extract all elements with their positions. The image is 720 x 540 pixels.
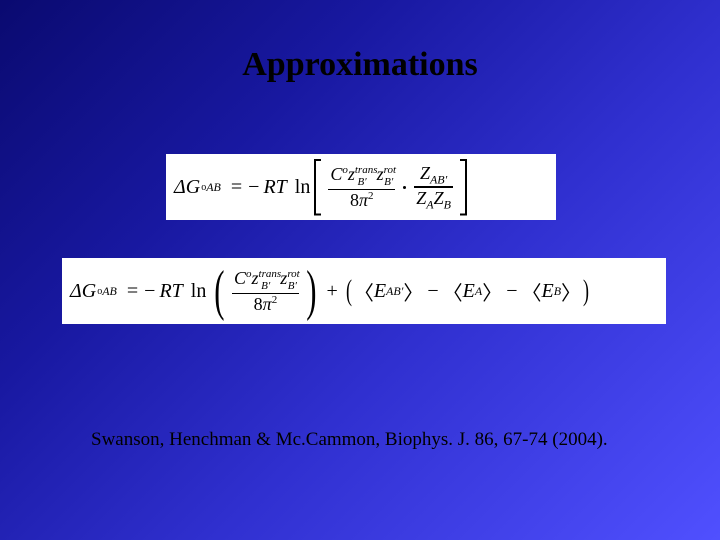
- lparen: (: [215, 263, 225, 319]
- z1sup: trans: [259, 268, 282, 280]
- z1sub: B′: [261, 280, 270, 292]
- AB: AB: [102, 284, 117, 299]
- z2sub: B′: [384, 176, 393, 188]
- eq2-energy-terms: ( 〈EAB′〉 − 〈EA〉 − 〈EB〉 ): [344, 275, 591, 307]
- C: C: [330, 164, 342, 184]
- plus: +: [327, 280, 338, 303]
- z1: z: [252, 268, 259, 288]
- E-AB: E: [374, 280, 386, 303]
- cdot: [403, 186, 406, 189]
- minus2: −: [427, 280, 438, 303]
- z1sup: trans: [355, 164, 378, 176]
- Zb: Z: [434, 188, 444, 208]
- eq2-lhs: ΔGoAB: [70, 280, 117, 303]
- rparen: ): [306, 263, 316, 319]
- eq1-bracket: CoztransB′zrotB′ 8π2 ZAB′ ZAZB: [314, 159, 467, 215]
- eq1-frac2: ZAB′ ZAZB: [414, 163, 453, 211]
- Z: Z: [420, 163, 430, 183]
- pi: π: [263, 294, 272, 314]
- sq: 2: [272, 294, 278, 306]
- sq: 2: [368, 190, 374, 202]
- eq1-frac1: CoztransB′zrotB′ 8π2: [328, 164, 395, 210]
- slide-title: Approximations: [0, 46, 720, 84]
- eq1-lhs: ΔGoAB: [174, 176, 221, 199]
- sub-AB: AB′: [386, 284, 403, 299]
- rang: 〉: [403, 277, 423, 306]
- minus3: −: [506, 280, 517, 303]
- sub-A: A: [475, 284, 482, 299]
- E-B: E: [541, 280, 553, 303]
- z1sub: B′: [358, 176, 367, 188]
- z2sup: rot: [384, 164, 396, 176]
- minus: −: [248, 176, 259, 199]
- G: G: [186, 176, 200, 199]
- RT: RT: [263, 176, 286, 199]
- E-A: E: [463, 280, 475, 303]
- sub-B: B: [554, 284, 561, 299]
- equals: =: [231, 176, 242, 199]
- G: G: [82, 280, 96, 303]
- lang: 〈: [354, 277, 374, 306]
- z2sub: B′: [288, 280, 297, 292]
- equation-2: ΔGoAB = −RT ln ( CoztransB′zrotB′ 8π2 ) …: [62, 258, 666, 324]
- rang3: 〉: [561, 277, 581, 306]
- AB: AB: [206, 180, 221, 195]
- eight: 8: [254, 294, 263, 314]
- lang2: 〈: [443, 277, 463, 306]
- Zasub: A: [426, 197, 433, 211]
- lang3: 〈: [521, 277, 541, 306]
- ln: ln: [295, 176, 311, 199]
- z2: z: [377, 164, 384, 184]
- citation-text: Swanson, Henchman & Mc.Cammon, Biophys. …: [91, 429, 608, 451]
- equation-1: ΔGoAB = −RT ln CoztransB′zrotB′ 8π2 ZAB′…: [166, 154, 556, 220]
- eq2-paren: ( CoztransB′zrotB′ 8π2 ): [210, 263, 320, 319]
- bracket-right: [460, 159, 467, 215]
- minus: −: [144, 280, 155, 303]
- equals: =: [127, 280, 138, 303]
- lparen2: (: [346, 276, 352, 306]
- rparen2: ): [583, 276, 589, 306]
- eq2-frac1: CoztransB′zrotB′ 8π2: [232, 268, 299, 314]
- Zsub: AB′: [430, 172, 447, 186]
- bracket-left: [314, 159, 321, 215]
- z2sup: rot: [287, 268, 299, 280]
- delta: Δ: [70, 280, 82, 303]
- z1: z: [348, 164, 355, 184]
- rang2: 〉: [482, 277, 502, 306]
- ln: ln: [191, 280, 207, 303]
- pi: π: [359, 190, 368, 210]
- eight: 8: [350, 190, 359, 210]
- C: C: [234, 268, 246, 288]
- Za: Z: [416, 188, 426, 208]
- RT: RT: [159, 280, 182, 303]
- Zbsub: B: [444, 197, 451, 211]
- delta: Δ: [174, 176, 186, 199]
